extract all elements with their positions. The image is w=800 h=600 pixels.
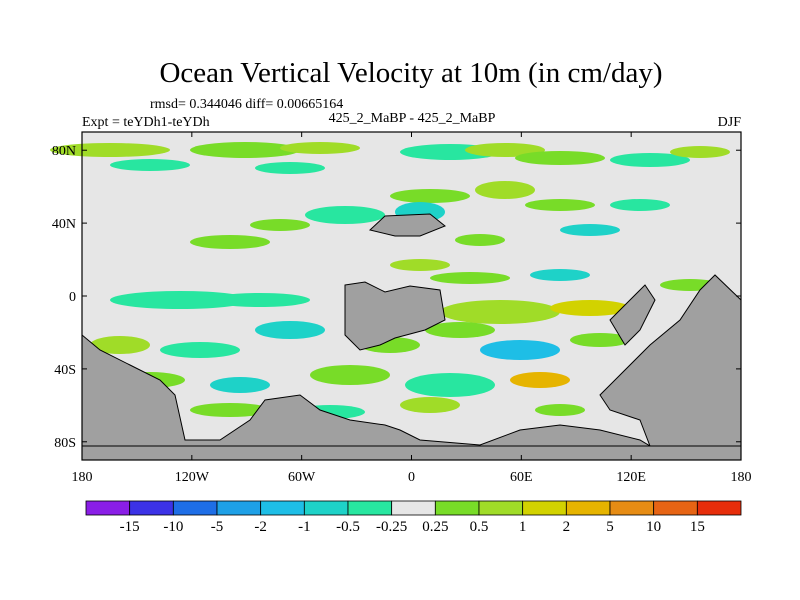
anomaly-patch (455, 234, 505, 246)
x-tick-label: 120E (616, 470, 646, 485)
stats-line: rmsd= 0.344046 diff= 0.00665164 (150, 97, 343, 112)
anomaly-patch (110, 291, 250, 309)
colorbar-swatch (303, 500, 349, 516)
anomaly-patch (530, 269, 590, 281)
colorbar-label: -10 (163, 519, 183, 535)
anomaly-patch (560, 224, 620, 236)
colorbar-swatch (216, 500, 262, 516)
anomaly-patch (610, 199, 670, 211)
colorbar-swatch (522, 500, 567, 516)
anomaly-patch (425, 322, 495, 338)
colorbar-swatch (653, 500, 698, 516)
anomaly-patch (440, 300, 560, 324)
anomaly-patch (250, 219, 310, 231)
anomaly-patch (610, 153, 690, 167)
colorbar-swatch (172, 500, 218, 516)
anomaly-patch (465, 143, 545, 157)
y-tick-label: 0 (69, 290, 76, 305)
anomaly-patch (515, 151, 605, 165)
anomaly-patch (310, 365, 390, 385)
x-tick-label: 120W (175, 470, 210, 485)
anomaly-patch (480, 340, 560, 360)
anomaly-patch (525, 199, 595, 211)
colorbar-label: -5 (211, 519, 224, 535)
right-subtitle: DJF (718, 115, 742, 130)
colorbar-label: 0.25 (422, 519, 448, 535)
y-tick-label: 80N (52, 144, 76, 159)
anomaly-patch (190, 235, 270, 249)
anomaly-patch (475, 181, 535, 199)
colorbar-label: 1 (519, 519, 527, 535)
anomaly-patch (110, 159, 190, 171)
colorbar-label: -2 (254, 519, 267, 535)
anomaly-patch (670, 146, 730, 158)
anomaly-patch (90, 336, 150, 354)
map-axes: 180 120W 60W 0 60E 120E 180 80N 40N 0 40S 80S (52, 131, 752, 485)
land-mask (81, 333, 652, 447)
colorbar-swatch (434, 500, 480, 516)
colorbar-label: -0.5 (336, 519, 360, 535)
x-tick-label: 60E (510, 470, 533, 485)
colorbar-swatch (260, 500, 305, 516)
left-subtitle: Expt = teYDh1-teYDh (82, 115, 210, 130)
colorbar-swatch (565, 500, 611, 516)
colorbar-swatch (85, 500, 131, 516)
anomaly-patch (305, 206, 385, 224)
colorbar-label: 5 (606, 519, 614, 535)
land-mask (344, 281, 446, 351)
anomaly-patch (550, 300, 630, 316)
y-tick-label: 80S (54, 436, 76, 451)
x-tick-label: 180 (731, 470, 752, 485)
colorbar-label: -0.25 (376, 519, 407, 535)
colorbar-swatch (478, 500, 524, 516)
anomaly-patch (190, 403, 270, 417)
anomaly-patch (255, 321, 325, 339)
colorbar-swatch (609, 500, 655, 516)
land-mask (368, 213, 446, 237)
anomaly-patch (510, 372, 570, 388)
anomaly-patch (210, 293, 310, 307)
anomaly-patch (280, 142, 360, 154)
colorbar-swatch (347, 500, 393, 516)
anomaly-patch (50, 143, 170, 157)
anomaly-patch (190, 142, 300, 158)
anomaly-patch (570, 333, 630, 347)
colorbar-label: -15 (120, 519, 140, 535)
colorbar-swatch (696, 500, 742, 516)
x-tick-label: 0 (408, 470, 415, 485)
colorbar-label: -1 (298, 519, 311, 535)
colorbar: -15 -10 -5 -2 -1 -0.5 -0.25 0.25 0.5 1 2 5 10 15 (85, 500, 742, 535)
anomaly-patch (390, 259, 450, 271)
colorbar-label: 15 (690, 519, 705, 535)
y-tick-label: 40S (54, 363, 76, 378)
map-plot-area (50, 132, 742, 461)
land-mask (609, 284, 656, 346)
anomaly-patch (400, 397, 460, 413)
anomaly-patch (430, 272, 510, 284)
x-tick-label: 60W (288, 470, 316, 485)
anomaly-patch (210, 377, 270, 393)
chart-title: Ocean Vertical Velocity at 10m (in cm/da… (159, 57, 662, 89)
x-tick-label: 180 (72, 470, 93, 485)
colorbar-label: 10 (646, 519, 661, 535)
anomaly-patch (390, 189, 470, 203)
center-subtitle: 425_2_MaBP - 425_2_MaBP (329, 111, 496, 126)
colorbar-label: 0.5 (470, 519, 489, 535)
anomaly-patch (405, 373, 495, 397)
anomaly-patch (535, 404, 585, 416)
y-tick-label: 40N (52, 217, 76, 232)
anomaly-patch (160, 342, 240, 358)
colorbar-label: 2 (563, 519, 571, 535)
anomaly-patch (255, 162, 325, 174)
colorbar-swatch (391, 500, 436, 516)
colorbar-swatch (129, 500, 174, 516)
